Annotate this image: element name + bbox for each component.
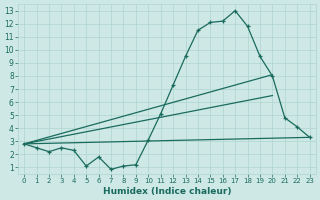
X-axis label: Humidex (Indice chaleur): Humidex (Indice chaleur) (103, 187, 231, 196)
